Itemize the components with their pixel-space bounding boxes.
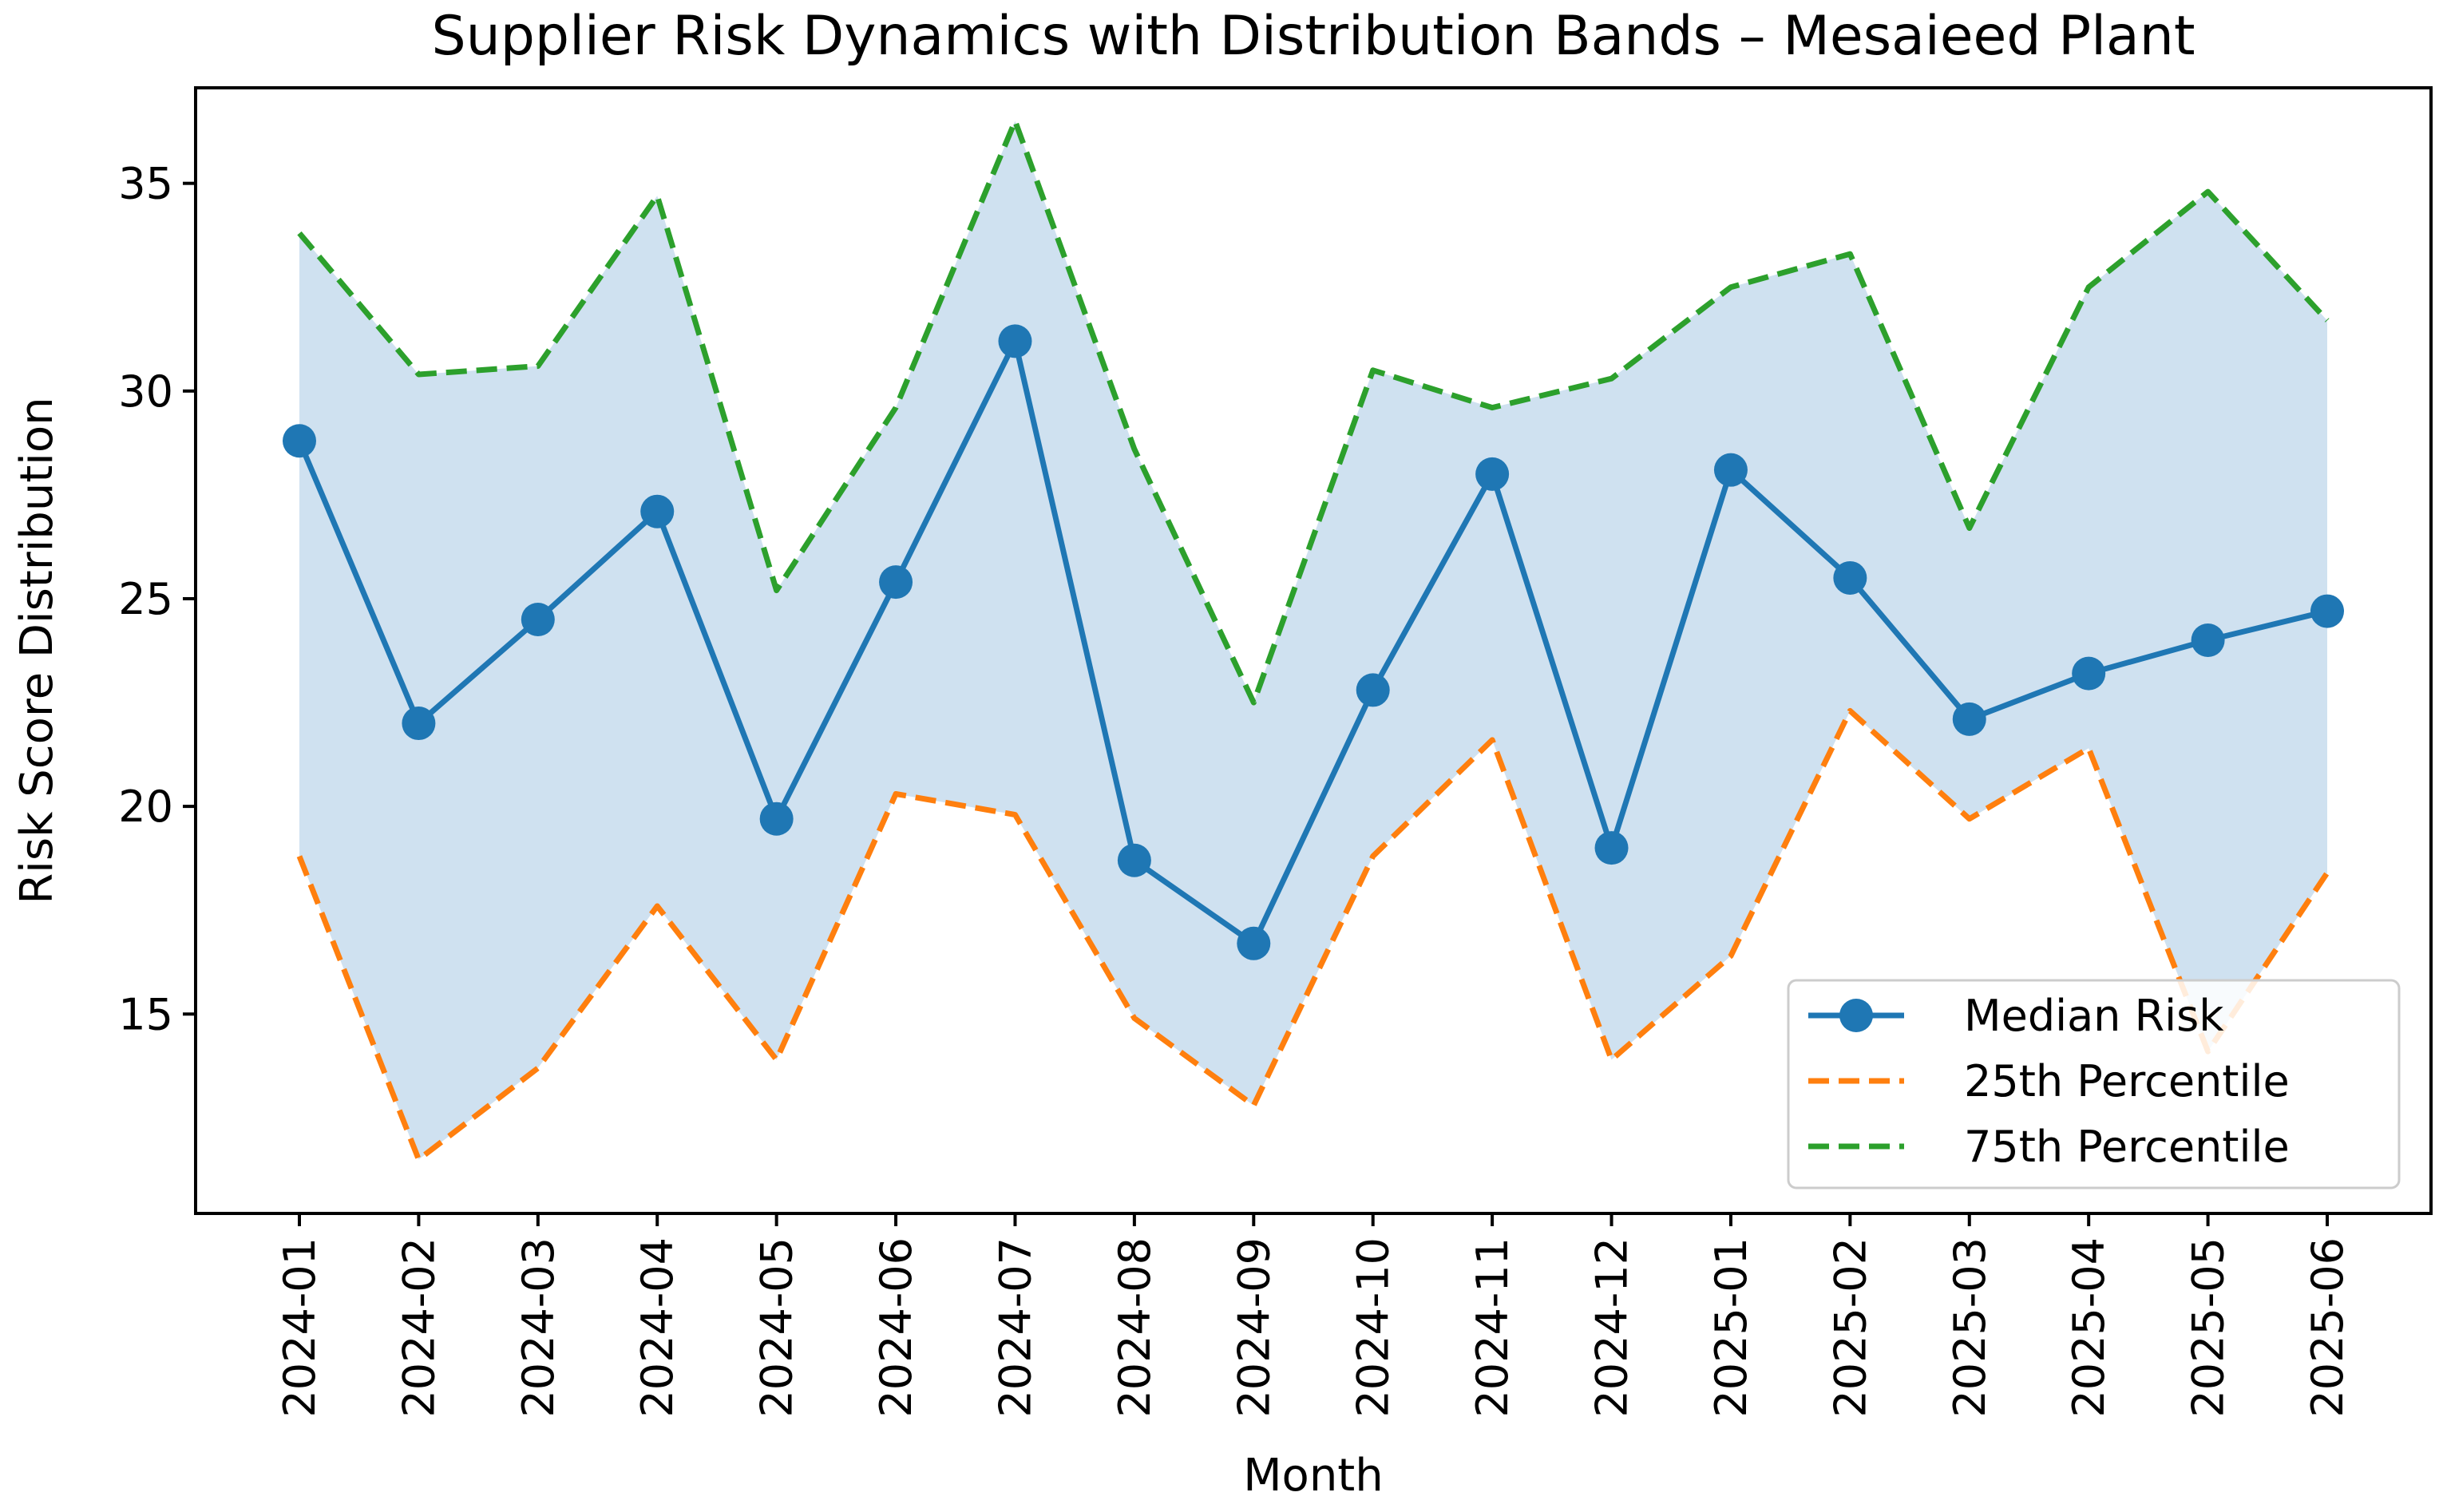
x-tick-label-2024-03: 2024-03: [513, 1237, 564, 1418]
y-axis: 15 20 25 30 35: [118, 159, 196, 1039]
x-tick-label-2025-03: 2025-03: [1945, 1237, 1995, 1418]
x-tick-label-2025-02: 2025-02: [1825, 1237, 1875, 1418]
series-25th-percentile: [296, 707, 2330, 1162]
axes-frame: [194, 86, 2433, 1215]
legend-label-75th-percentile: 75th Percentile: [1964, 1122, 2290, 1172]
median-risk-point-2025-05: [2191, 623, 2225, 657]
x-tick-label-2024-06: 2024-06: [871, 1237, 921, 1418]
x-tick-label-2024-12: 2024-12: [1587, 1237, 1637, 1418]
median-risk-point-2024-08: [1117, 843, 1151, 877]
median-risk-point-2025-06: [2310, 594, 2344, 628]
legend-marker-median-risk: [1839, 999, 1873, 1032]
legend-entry-median-risk: Median Risk: [1808, 991, 2224, 1041]
median-risk-point-2024-06: [879, 565, 913, 600]
median-risk-point-2024-12: [1594, 831, 1629, 865]
legend-entry-75th-percentile: 75th Percentile: [1808, 1122, 2290, 1172]
y-tick-label-30: 30: [118, 366, 173, 417]
plot-area: [283, 118, 2344, 1162]
legend: Median Risk 25th Percentile 75th Percentil…: [1787, 979, 2401, 1189]
median-risk-point-2024-09: [1237, 926, 1271, 960]
x-tick-label-2024-07: 2024-07: [990, 1237, 1040, 1418]
75th-percentile-line: [297, 118, 2330, 706]
percentile-band: [299, 121, 2327, 1160]
x-tick-label-2024-08: 2024-08: [1110, 1237, 1160, 1418]
median-risk-point-2024-07: [998, 324, 1032, 358]
x-tick-label-2025-05: 2025-05: [2184, 1237, 2234, 1418]
x-tick-label-2025-01: 2025-01: [1706, 1237, 1756, 1418]
y-tick-label-35: 35: [118, 159, 173, 209]
series-75th-percentile: [297, 118, 2330, 706]
x-tick-label-2024-05: 2024-05: [752, 1237, 802, 1418]
y-axis-label: Risk Score Distribution: [11, 397, 63, 904]
median-risk-point-2024-02: [402, 707, 436, 741]
legend-label-25th-percentile: 25th Percentile: [1964, 1056, 2290, 1106]
median-risk-point-2024-10: [1356, 673, 1390, 707]
x-tick-label-2024-02: 2024-02: [394, 1237, 444, 1418]
median-risk-line: [296, 338, 2328, 947]
median-risk-point-2025-04: [2072, 656, 2106, 691]
median-risk-point-2025-01: [1713, 453, 1748, 487]
x-tick-label-2024-04: 2024-04: [632, 1237, 683, 1418]
x-axis-label: Month: [1243, 1450, 1384, 1502]
legend-frame: [1787, 979, 2401, 1189]
y-tick-label-20: 20: [118, 782, 173, 832]
chart-title: Supplier Risk Dynamics with Distribution…: [431, 5, 2195, 68]
median-risk-point-2024-04: [640, 494, 675, 528]
median-risk-point-2025-02: [1833, 560, 1867, 595]
y-tick-label-15: 15: [118, 989, 173, 1039]
x-tick-label-2025-06: 2025-06: [2302, 1237, 2353, 1418]
median-risk-point-2024-11: [1475, 457, 1510, 491]
series-median-risk: [283, 324, 2344, 960]
median-risk-point-2024-05: [759, 802, 794, 836]
x-tick-label-2024-10: 2024-10: [1348, 1237, 1399, 1418]
median-risk-point-2024-01: [283, 424, 316, 458]
25th-percentile-line: [296, 707, 2330, 1162]
y-tick-label-25: 25: [118, 574, 173, 624]
x-tick-label-2024-01: 2024-01: [275, 1237, 325, 1418]
x-tick-label-2024-11: 2024-11: [1467, 1237, 1518, 1418]
median-risk-point-2024-03: [521, 602, 555, 636]
x-tick-label-2024-09: 2024-09: [1229, 1237, 1279, 1418]
x-tick-label-2025-04: 2025-04: [2064, 1237, 2114, 1418]
legend-label-median-risk: Median Risk: [1964, 991, 2224, 1041]
x-axis: 2024-01 2024-02 2024-03 2024-04 2024-05 2024-…: [275, 1213, 2353, 1418]
median-risk-point-2025-03: [1952, 702, 1986, 736]
legend-entry-25th-percentile: 25th Percentile: [1808, 1056, 2290, 1106]
legend-items: Median Risk 25th Percentile 75th Percentil…: [1808, 991, 2290, 1172]
